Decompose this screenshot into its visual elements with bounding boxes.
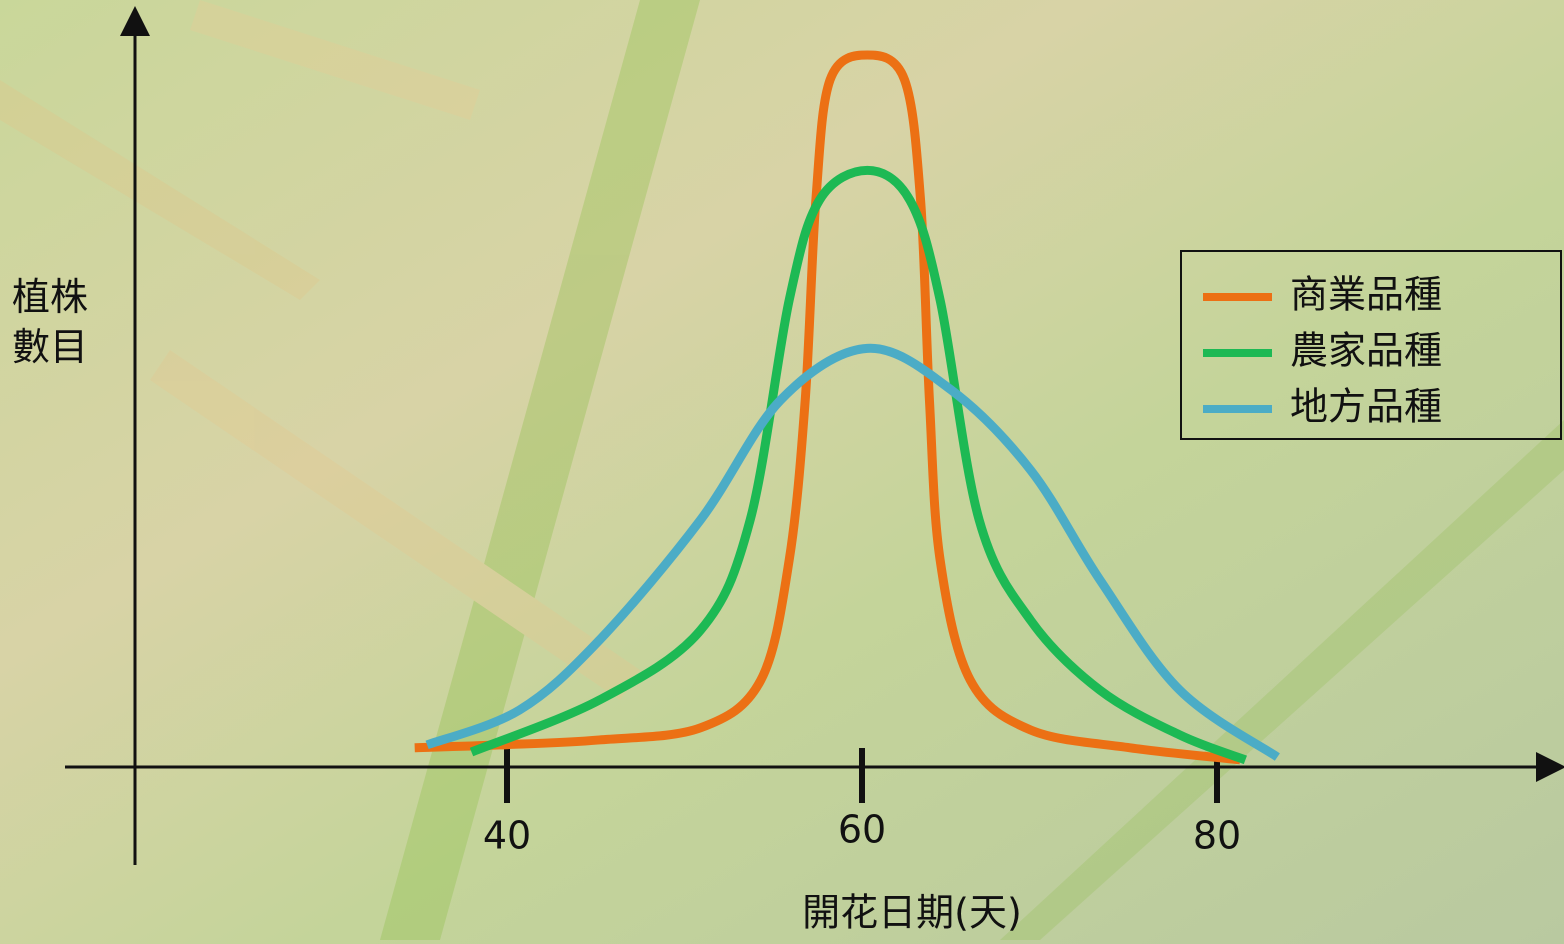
legend-label: 農家品種 xyxy=(1290,329,1442,373)
legend-label: 商業品種 xyxy=(1290,273,1442,317)
x-tick-label: 60 xyxy=(838,808,886,852)
x-axis-label: 開花日期(天) xyxy=(802,891,1022,935)
y-axis-label: 植株數目 xyxy=(12,272,108,372)
page: {"chart_data": {"type": "line", "x_label… xyxy=(0,0,1564,944)
legend-label: 地方品種 xyxy=(1290,385,1442,429)
x-tick-label: 40 xyxy=(483,814,531,858)
x-tick-label: 80 xyxy=(1193,814,1241,858)
chart: 開花日期(天) 40 60 80 商業品種農家品種地方品種 xyxy=(0,0,1564,944)
background xyxy=(0,0,1564,944)
